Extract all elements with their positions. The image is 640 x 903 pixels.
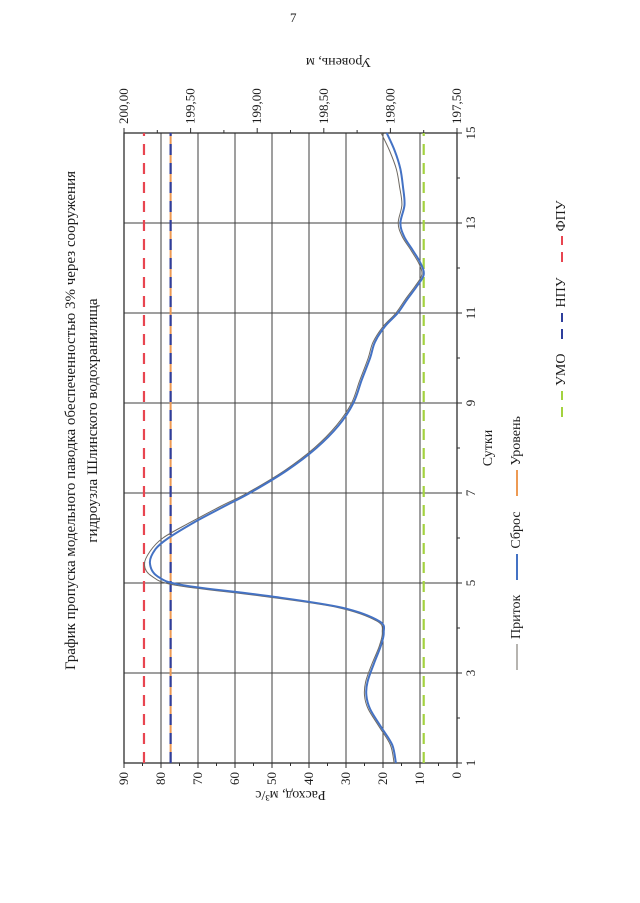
svg-text:5: 5 <box>463 580 478 587</box>
svg-text:3: 3 <box>463 670 478 677</box>
svg-text:Уровень, м: Уровень, м <box>306 54 371 69</box>
legend-sample-fpu <box>561 236 563 263</box>
legend-sample-discharge <box>516 553 518 580</box>
legend-row-1: Приток Сброс Уровень <box>509 401 525 670</box>
svg-text:Сутки: Сутки <box>481 429 496 466</box>
svg-text:199,00: 199,00 <box>249 88 264 124</box>
svg-text:Расход, м³/с: Расход, м³/с <box>255 787 325 802</box>
svg-text:90: 90 <box>116 772 131 785</box>
axis-ticks <box>123 128 462 768</box>
legend-item-discharge: Сброс <box>509 511 525 580</box>
svg-text:197,50: 197,50 <box>449 88 464 124</box>
svg-text:20: 20 <box>375 772 390 785</box>
svg-text:30: 30 <box>338 772 353 785</box>
legend-item-umo: УМО <box>554 354 570 417</box>
legend-item-level: Уровень <box>509 416 525 497</box>
legend-label-umo: УМО <box>554 353 569 386</box>
legend-label-discharge: Сброс <box>509 511 524 549</box>
level-tick-labels: 200,00 199,50 199,00 198,50 198,00 197,50 <box>116 88 464 124</box>
svg-text:70: 70 <box>190 772 205 785</box>
svg-text:200,00: 200,00 <box>116 88 131 124</box>
legend-sample-umo <box>561 391 563 417</box>
legend-sample-npu <box>561 312 563 339</box>
legend-sample-inflow <box>516 644 518 670</box>
legend-item-npu: НПУ <box>554 277 570 339</box>
level-axis-title: Уровень, м <box>306 54 371 69</box>
legend-sample-level <box>516 470 518 497</box>
discharge-axis-title: Расход, м³/с <box>255 787 325 802</box>
svg-text:1: 1 <box>463 760 478 767</box>
legend-label-inflow: Приток <box>509 594 524 639</box>
svg-text:9: 9 <box>463 400 478 407</box>
legend-label-level: Уровень <box>509 416 524 466</box>
discharge-curve <box>148 132 425 764</box>
svg-text:15: 15 <box>463 127 478 140</box>
svg-text:11: 11 <box>463 307 478 320</box>
legend-item-inflow: Приток <box>509 595 525 670</box>
svg-text:13: 13 <box>463 217 478 230</box>
svg-text:60: 60 <box>227 772 242 785</box>
svg-text:199,50: 199,50 <box>183 88 198 124</box>
page-number: 7 <box>290 10 297 25</box>
days-axis-title: Сутки <box>481 429 496 466</box>
plot-frame <box>123 132 458 764</box>
legend-item-fpu: ФПУ <box>554 200 570 263</box>
svg-text:198,00: 198,00 <box>382 88 397 124</box>
discharge-tick-labels: 90 80 70 60 50 40 30 20 10 0 <box>116 772 464 785</box>
svg-text:0: 0 <box>449 772 464 779</box>
legend-row-2: УМО НПУ ФПУ <box>554 185 570 417</box>
svg-text:50: 50 <box>264 772 279 785</box>
svg-text:7: 7 <box>463 489 478 496</box>
svg-text:198,50: 198,50 <box>316 88 331 124</box>
svg-text:10: 10 <box>412 772 427 785</box>
svg-text:40: 40 <box>301 772 316 785</box>
legend-label-fpu: ФПУ <box>554 200 569 232</box>
inflow-curve <box>143 132 423 764</box>
svg-text:80: 80 <box>153 772 168 785</box>
legend-label-npu: НПУ <box>554 277 569 308</box>
plot-gridlines <box>123 132 458 764</box>
